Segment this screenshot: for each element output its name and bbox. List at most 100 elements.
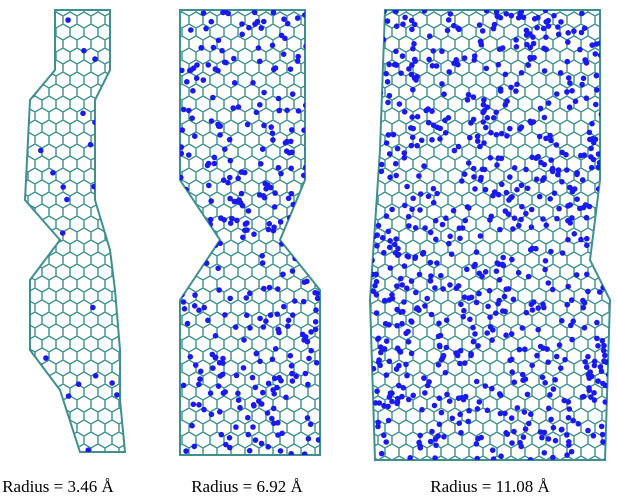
atom <box>600 347 607 354</box>
atom <box>555 31 562 38</box>
atom <box>593 72 600 79</box>
atom <box>493 131 500 138</box>
atom <box>180 150 185 157</box>
atom <box>284 107 290 114</box>
atom <box>558 365 564 372</box>
atom <box>408 278 415 284</box>
atom <box>436 395 443 402</box>
atom <box>526 420 532 427</box>
atom <box>306 111 313 118</box>
atom <box>50 170 56 176</box>
atom <box>427 259 434 266</box>
atom <box>493 10 500 15</box>
atom <box>396 101 403 107</box>
atom <box>514 405 521 411</box>
atom <box>259 253 266 259</box>
atom <box>285 323 291 329</box>
atom <box>250 80 256 86</box>
atom <box>395 245 401 252</box>
atom <box>443 317 450 324</box>
atom <box>565 30 571 36</box>
atom <box>446 69 453 75</box>
atom <box>241 337 247 343</box>
atom <box>87 141 94 148</box>
atom <box>420 251 426 257</box>
atom <box>401 299 407 305</box>
atom <box>287 66 294 72</box>
atom <box>378 349 384 356</box>
atom <box>528 206 535 213</box>
atom <box>500 254 507 261</box>
atom <box>441 434 447 440</box>
atom <box>514 81 520 88</box>
atom <box>377 33 384 39</box>
atom <box>307 421 314 428</box>
atom <box>220 355 226 362</box>
atom <box>502 308 508 315</box>
atom <box>192 133 198 139</box>
atom <box>588 145 594 152</box>
atom <box>422 225 428 231</box>
atom <box>440 286 446 292</box>
atom <box>496 391 503 397</box>
atom <box>592 51 599 57</box>
atom <box>552 377 558 383</box>
atom <box>265 226 272 233</box>
atom <box>375 423 381 430</box>
atom <box>400 21 406 28</box>
atom <box>64 196 70 203</box>
atom <box>451 147 458 154</box>
atom <box>253 109 260 116</box>
atom <box>197 248 203 255</box>
atom <box>428 273 434 279</box>
atom <box>598 423 605 430</box>
atom <box>550 424 557 431</box>
atom <box>266 284 273 291</box>
atom <box>473 249 480 255</box>
atom <box>385 228 392 235</box>
atom <box>578 29 585 36</box>
atom <box>258 440 265 447</box>
atom <box>508 12 515 19</box>
atom <box>549 286 556 293</box>
atom <box>545 23 552 29</box>
atom <box>591 390 597 396</box>
atom <box>206 243 213 249</box>
atom <box>482 269 489 275</box>
atom <box>378 450 385 457</box>
atom <box>314 290 320 297</box>
atom <box>457 411 463 418</box>
atom <box>189 240 196 247</box>
atom <box>547 132 553 139</box>
panel-label: Radius = 11.08 Å <box>430 477 550 496</box>
atom <box>445 115 452 121</box>
atom <box>583 214 590 221</box>
atom <box>401 150 408 156</box>
atom <box>246 24 252 31</box>
atom <box>261 18 267 25</box>
atom <box>266 221 273 227</box>
atom <box>393 48 399 55</box>
atom <box>184 320 191 327</box>
atom <box>542 258 549 264</box>
atom <box>470 165 477 172</box>
atom <box>231 80 238 86</box>
atom <box>428 311 435 318</box>
atom <box>232 324 239 330</box>
atom <box>458 301 464 308</box>
atom <box>306 12 313 19</box>
atom <box>196 307 202 314</box>
atom <box>422 303 428 309</box>
atom <box>416 439 422 446</box>
atom <box>414 113 421 120</box>
atom <box>375 222 382 229</box>
atom <box>562 356 568 363</box>
atom <box>457 348 464 354</box>
atom <box>301 451 308 455</box>
atom <box>405 396 412 403</box>
atom <box>207 390 214 397</box>
atom <box>418 137 425 144</box>
atom <box>289 370 295 377</box>
atom <box>237 404 243 411</box>
